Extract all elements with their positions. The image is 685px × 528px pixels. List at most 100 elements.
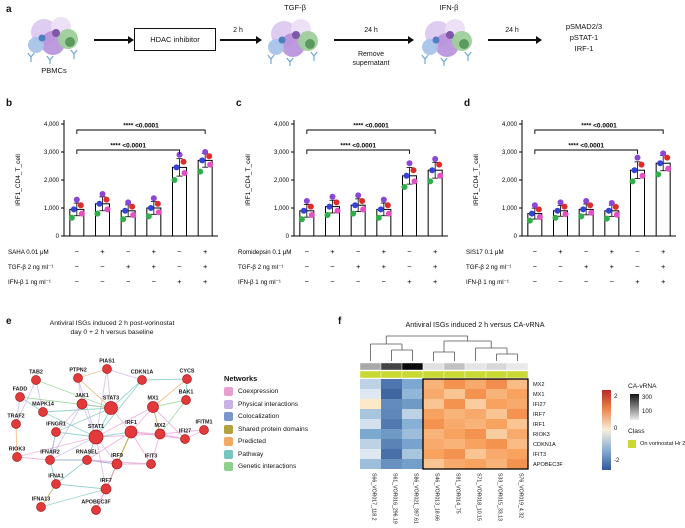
gene-node — [111, 458, 123, 470]
treatment-sign: − — [382, 277, 387, 286]
gene-node-label: IRF9 — [111, 453, 123, 459]
ca-vrna-annotation-cell — [443, 362, 466, 371]
class-annotation-cell — [464, 370, 487, 379]
gene-node-label: RIOK3 — [9, 447, 25, 453]
treatment-sign: − — [558, 262, 563, 271]
bar-chart-sis17: 0 1,000 2,000 3,000 4,000 IRF1_CD4_T_cell ****… — [466, 120, 676, 286]
network-edge — [55, 403, 83, 433]
gene-node — [100, 483, 112, 495]
data-point — [427, 178, 434, 185]
y-tick-label: 4,000 — [502, 122, 518, 128]
class-legend-label: On vorinostat Hr 2 — [640, 441, 685, 447]
gene-node-label: STAT3 — [103, 396, 119, 402]
heatmap-cell — [486, 459, 507, 469]
treatment-sign: − — [533, 277, 538, 286]
gene-node-label: TRAF2 — [7, 414, 24, 420]
y-tick-label: 3,000 — [502, 150, 518, 156]
sample-label: S33_VOR015_33.13 — [497, 473, 503, 521]
sample-label: S66_VOR017_118.2 — [371, 473, 377, 521]
antibody-icon — [421, 54, 429, 64]
data-point — [120, 216, 127, 223]
network-edge — [152, 406, 186, 440]
data-point — [73, 196, 80, 203]
ca-vrna-annotation-cell — [401, 362, 424, 371]
gene-node — [11, 419, 21, 429]
network-edge — [95, 436, 107, 490]
treatment-sign: + — [177, 277, 182, 286]
treatment-sign: + — [433, 247, 438, 256]
heatmap-cell — [360, 409, 381, 419]
data-point — [324, 212, 331, 218]
gene-node-label: IRF1 — [125, 420, 137, 426]
treatment-sign: − — [100, 277, 105, 286]
gene-node-label: IFNA1 — [48, 474, 64, 480]
data-point — [655, 171, 662, 178]
ca-vrna-annotation-cell — [422, 362, 445, 371]
gene-node-label: IFI27 — [179, 429, 191, 435]
treatment-sign: + — [100, 247, 105, 256]
gene-label: MX1 — [533, 392, 545, 398]
legend-swatch — [224, 399, 233, 409]
data-point — [437, 172, 444, 179]
treatment-sign: + — [203, 277, 208, 286]
gene-node — [102, 364, 112, 374]
network-title-line1: Antiviral ISGs induced 2 h post-vorinost… — [49, 320, 175, 327]
gene-node-label: FADD — [13, 387, 28, 393]
treatment-sign: + — [558, 247, 563, 256]
data-point — [352, 202, 359, 209]
heatmap-cell — [507, 409, 528, 419]
treatment-sign: + — [433, 277, 438, 286]
y-tick-label: 1,000 — [274, 206, 290, 212]
significance-bracket — [534, 129, 664, 134]
data-point — [355, 192, 362, 199]
data-point — [350, 210, 357, 217]
pbmc-cluster-illustration-3 — [421, 19, 472, 66]
data-point — [561, 203, 568, 210]
ca-vrna-tick-lo: 100 — [642, 409, 653, 415]
heatmap-cell — [402, 459, 423, 469]
treatment-sign: + — [635, 277, 640, 286]
heatmap-cell — [486, 439, 507, 449]
treatment-sign: + — [152, 247, 157, 256]
heatmap-cell — [381, 449, 402, 459]
heatmap-cell — [423, 389, 444, 399]
treatment-row-label: IFN-β 1 ng ml⁻¹ — [466, 279, 509, 286]
significance-label: **** <0.0001 — [340, 143, 376, 150]
data-point — [587, 202, 594, 209]
significance-label: **** <0.0001 — [123, 123, 159, 130]
treatment-row-label: SAHA 0.01 μM — [8, 249, 49, 256]
legend-item: Shared protein domains — [224, 424, 324, 434]
data-point — [528, 210, 535, 217]
legend-swatch — [224, 412, 233, 421]
data-point — [103, 196, 110, 203]
bar-chart-romidepsin: 0 1,000 2,000 3,000 4,000 IRF1_CD4_T_cell ****… — [238, 120, 448, 286]
data-point — [329, 193, 336, 200]
data-point — [130, 212, 137, 218]
treatment-sign: + — [661, 277, 666, 286]
data-point — [96, 200, 103, 207]
treatment-sign: − — [75, 262, 80, 271]
heatmap-cell — [507, 379, 528, 389]
significance-label: **** <0.0001 — [353, 123, 389, 130]
data-point — [638, 161, 645, 168]
data-point — [562, 211, 569, 218]
treatment-sign: − — [356, 277, 361, 286]
heatmap-cell — [360, 429, 381, 439]
heatmap-cell — [486, 449, 507, 459]
cell-circle — [292, 31, 300, 39]
heatmap-cell — [465, 439, 486, 449]
y-tick-label: 2,000 — [502, 178, 518, 184]
data-point — [104, 206, 111, 213]
cell-circle — [422, 39, 438, 55]
network-edge — [77, 377, 97, 438]
data-point — [125, 199, 132, 206]
gene-node — [181, 395, 191, 405]
legend-swatch — [224, 437, 233, 446]
data-point — [70, 206, 77, 213]
data-point — [588, 209, 595, 216]
gene-label: IFI27 — [533, 402, 546, 408]
gene-label: APOBEC3F — [533, 462, 563, 468]
gene-label: RIOK3 — [533, 432, 550, 438]
heatmap-cell — [423, 379, 444, 389]
data-point — [406, 160, 413, 167]
